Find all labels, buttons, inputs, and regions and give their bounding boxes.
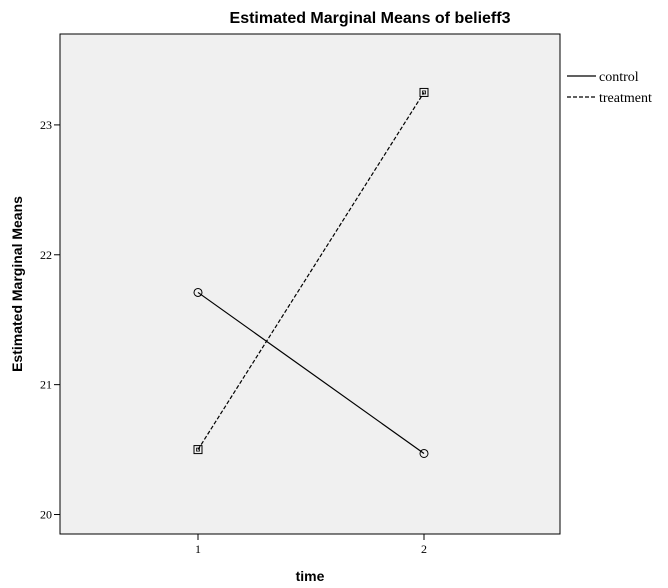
point-control-1 [419,448,429,458]
y-tick-label-0: 20 [40,508,52,522]
chart-title: Estimated Marginal Means of belieff3 [230,10,511,27]
y-axis-label: Estimated Marginal Means [9,196,25,372]
point-treatment-1 [419,87,429,97]
y-tick-label-2: 22 [40,248,52,262]
series-control [193,287,429,458]
y-tick-label-1: 21 [40,378,52,392]
point-treatment-0 [193,445,203,455]
point-control-0 [193,287,203,297]
y-axis-ticks: 20 21 22 23 [40,118,60,522]
legend-label-treatment: treatment [599,91,652,106]
point-inner-treatment-0 [196,447,200,452]
series-layer [193,87,429,458]
series-treatment [193,87,429,455]
plot-area [59,33,561,535]
x-axis-label: time [296,568,325,584]
point-inner-treatment-1 [422,90,426,95]
legend-label-control: control [599,70,639,85]
legend: control treatment [567,70,652,106]
x-tick-label-0: 1 [195,542,201,556]
y-tick-label-3: 23 [40,118,52,132]
series-line-treatment [197,92,425,450]
series-line-control [197,291,425,454]
x-tick-label-1: 2 [421,542,427,556]
